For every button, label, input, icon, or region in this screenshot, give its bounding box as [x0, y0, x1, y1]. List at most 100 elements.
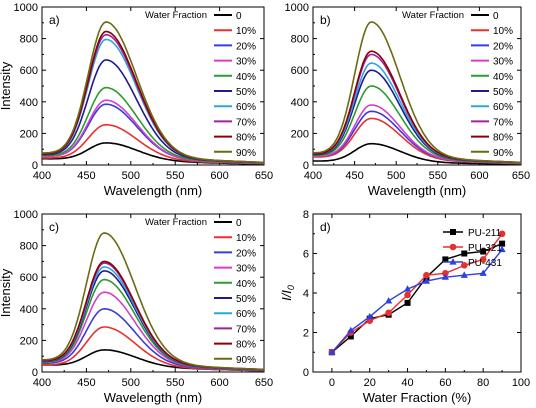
legend-entry: 40% [236, 279, 256, 290]
legend-entry: 90% [493, 148, 513, 159]
y-tick-label: 400 [20, 97, 38, 109]
y-tick-label: 800 [291, 34, 309, 46]
legend-entry: 80% [493, 133, 513, 144]
legend-entry: 90% [236, 355, 256, 366]
y-tick-label: 8 [303, 209, 309, 221]
x-tick-label: 600 [470, 170, 488, 182]
legend-title: Water Fraction [402, 10, 464, 21]
y-tick-label: 400 [291, 97, 309, 109]
chart-panels: 400 450 500 550 600 65002004006008001000Wavel… [0, 2, 530, 405]
x-tick-label: 450 [77, 170, 95, 182]
y-tick-label: 800 [20, 34, 38, 46]
legend-entry: 30% [236, 264, 256, 275]
data-point-PU-431 [328, 348, 336, 355]
y-tick-label: 200 [20, 128, 38, 140]
legend-entry: 0 [236, 218, 242, 229]
x-axis-label: Wavelength (nm) [368, 183, 467, 198]
x-tick-label: 550 [166, 170, 184, 182]
x-tick-label: 650 [512, 170, 530, 182]
data-point-PU-321 [423, 271, 430, 279]
y-tick-label: 600 [20, 65, 38, 77]
data-point-PU-431 [385, 297, 393, 304]
data-point-PU-321 [385, 309, 392, 317]
data-point-PU-431 [347, 326, 355, 334]
legend-entry: 60% [236, 309, 256, 320]
x-tick-label: 550 [166, 377, 184, 389]
legend-entry: 10% [236, 26, 256, 37]
x-tick-label: 80 [477, 377, 489, 389]
x-tick-label: 500 [387, 170, 405, 182]
x-tick-label: 600 [210, 170, 228, 182]
y-tick-label: 200 [291, 128, 309, 140]
y-axis-label: Intensity [0, 268, 13, 317]
data-point-PU-211 [499, 240, 506, 247]
x-tick-label: 650 [255, 377, 273, 389]
x-tick-label: 40 [401, 377, 413, 389]
series-line-90pct [312, 21, 522, 164]
legend-entry: 20% [236, 41, 256, 52]
y-tick-label: 600 [291, 65, 309, 77]
data-point-PU-321 [479, 256, 487, 263]
data-point-PU-211 [347, 333, 354, 340]
y-axis-label: I/I0 [279, 285, 296, 301]
x-tick-label: 600 [210, 377, 228, 389]
y-axis-label-subscript: 0 [286, 285, 296, 290]
x-tick-label: 400 [304, 170, 322, 182]
legend-marker [450, 229, 456, 235]
x-tick-label: 400 [33, 377, 51, 389]
y-tick-label: 200 [20, 335, 38, 347]
legend-entry: 0 [236, 11, 242, 22]
x-axis-label: Wavelength (nm) [104, 390, 203, 405]
data-point-PU-321 [404, 291, 411, 299]
x-tick-label: 500 [122, 170, 140, 182]
legend-entry: 50% [236, 294, 256, 305]
data-point-PU-211 [480, 248, 487, 255]
panel-label: c) [49, 220, 59, 234]
data-point-PU-431 [422, 277, 431, 284]
y-tick-label: 6 [303, 249, 309, 261]
data-point-PU-431 [366, 312, 374, 320]
series-line-PU-431 [331, 249, 503, 353]
y-tick-label: 4 [303, 288, 309, 300]
data-point-PU-321 [460, 262, 468, 269]
data-point-PU-431 [441, 273, 449, 280]
legend-entry: 70% [236, 324, 256, 335]
x-tick-label: 60 [439, 377, 451, 389]
x-axis-label: Wavelength (nm) [104, 183, 203, 198]
legend-entry: 50% [236, 87, 256, 98]
panel-label: b) [320, 13, 331, 27]
legend-entry: PU-211 [468, 228, 502, 239]
x-tick-label: 100 [512, 377, 530, 389]
legend-entry: 50% [493, 87, 513, 98]
legend-entry: 70% [493, 117, 513, 128]
legend-entry: 10% [236, 233, 256, 244]
data-point-PU-431 [479, 269, 487, 276]
x-tick-label: 550 [429, 170, 447, 182]
y-tick-label: 0 [303, 160, 309, 172]
series-line-90pct [42, 21, 265, 164]
y-tick-label: 1000 [14, 2, 38, 14]
legend-entry: 30% [493, 57, 513, 68]
legend-entry: 40% [236, 72, 256, 83]
chart-panel-3: 400 450 500 550 600 650 0 200 400 600 800 1000 Wavel… [0, 209, 273, 405]
data-point-PU-431 [498, 245, 506, 253]
data-point-PU-211 [461, 250, 468, 257]
x-axis-label: Water Fraction (%) [363, 390, 472, 405]
legend-entry: 0 [493, 11, 499, 22]
legend-entry: 80% [236, 133, 256, 144]
panel-label: d) [320, 220, 331, 234]
data-point-PU-321 [498, 230, 506, 238]
legend-marker [449, 243, 457, 251]
y-tick-label: 0 [303, 367, 309, 379]
chart-panel-2: 400 450 500 550 600 650 0 200 400 600 800 1000 Wavel… [285, 2, 531, 198]
legend-entry: 60% [493, 102, 513, 113]
legend-entry: 20% [493, 41, 513, 52]
panel-label: a) [49, 13, 60, 27]
y-axis-label-main: I/I [279, 290, 294, 301]
series-line-PU-211 [331, 242, 503, 353]
series-line-90pct [41, 232, 265, 371]
x-tick-label: 650 [255, 170, 273, 182]
y-tick-label: 0 [32, 367, 38, 379]
